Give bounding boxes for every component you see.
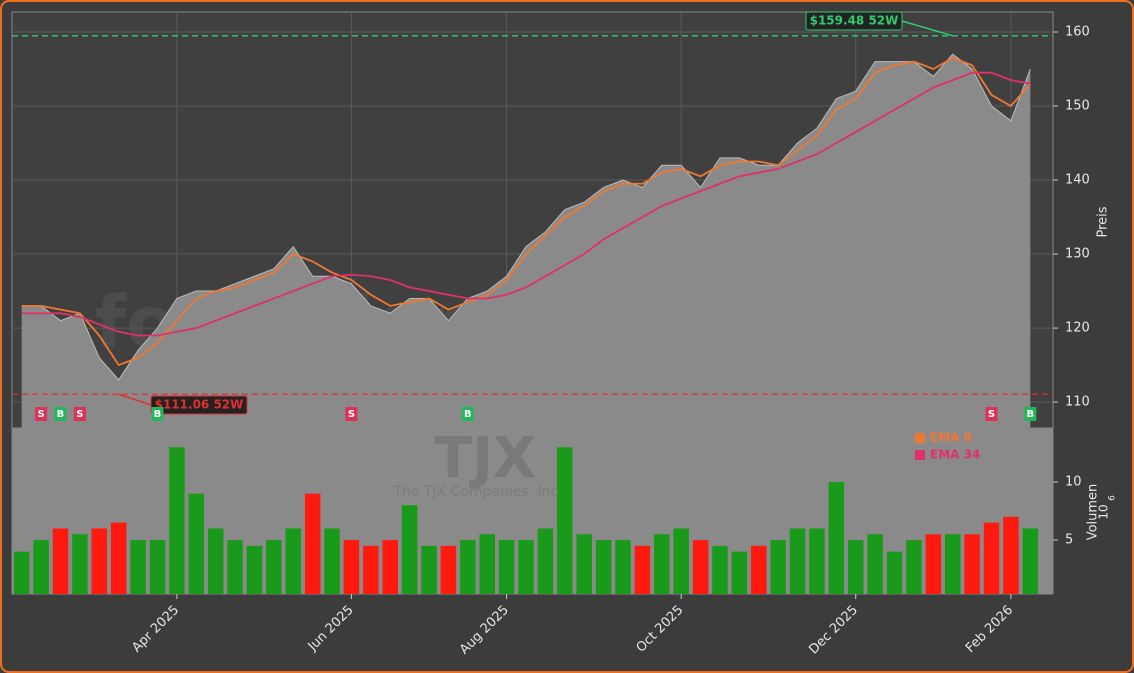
volume-bar xyxy=(13,551,30,594)
volume-bar xyxy=(1022,528,1039,594)
volume-bar xyxy=(828,482,845,594)
volume-bar xyxy=(207,528,224,594)
volume-bar xyxy=(654,534,670,594)
company: The TJX Companies, Inc. xyxy=(392,484,562,500)
ema-line xyxy=(21,56,1031,367)
ema-line xyxy=(21,71,1031,337)
volume-bar xyxy=(363,545,379,594)
signal-label: B xyxy=(154,409,162,420)
volume-bar xyxy=(188,493,205,594)
y-tick-label: 120 xyxy=(1065,321,1090,336)
volume-bar xyxy=(731,551,748,594)
low-arrow xyxy=(118,393,152,406)
volume-bar xyxy=(479,534,495,594)
signal-box xyxy=(151,407,164,421)
volume-bar xyxy=(1003,516,1019,594)
volume-bar xyxy=(964,534,980,594)
signal-box xyxy=(73,407,86,421)
volume-bar xyxy=(692,540,709,594)
signal-label: B xyxy=(464,409,472,420)
volume-bar xyxy=(809,528,825,594)
close-area xyxy=(21,54,1031,428)
signal-box xyxy=(461,407,474,421)
volume-bar xyxy=(440,545,457,594)
signal-label: B xyxy=(1026,409,1034,420)
volume-bar xyxy=(343,540,360,594)
volume-tick-label: 5 xyxy=(1065,533,1073,548)
low-box xyxy=(150,395,248,415)
volume-bar xyxy=(149,540,166,594)
volume-bar xyxy=(847,540,864,594)
y-tick-label: 150 xyxy=(1065,99,1090,114)
volume-bar xyxy=(537,528,554,594)
volume-bar xyxy=(770,540,786,594)
high-box xyxy=(805,11,903,31)
y-tick-label: 110 xyxy=(1065,395,1090,410)
legend-label: EMA 34 xyxy=(930,448,980,462)
y-tick-label: 130 xyxy=(1065,247,1090,262)
y-tick-label: 160 xyxy=(1065,24,1090,39)
volume-bar xyxy=(595,540,612,594)
volume-bar xyxy=(750,545,767,594)
volume-bar xyxy=(673,528,689,594)
volume-bar xyxy=(130,540,146,594)
volume-bar xyxy=(615,540,631,594)
signal-label: B xyxy=(57,409,65,420)
volume-bar xyxy=(266,540,282,594)
y-tick-label: 140 xyxy=(1065,173,1090,188)
volume-bar xyxy=(634,545,651,594)
volume-bar xyxy=(110,522,127,594)
volume-bar xyxy=(557,447,573,594)
volume-bar xyxy=(72,534,88,594)
legend-swatch xyxy=(915,450,925,460)
volume-scale: 10 xyxy=(1097,504,1111,519)
volume-scale-exp: 6 xyxy=(1108,495,1118,501)
ticker: TJX xyxy=(434,426,536,491)
volume-bar xyxy=(886,551,903,594)
volume-bar xyxy=(52,528,69,594)
volume-bar xyxy=(421,545,437,594)
volume-bar xyxy=(925,534,942,594)
low-label: $111.06 52W xyxy=(155,398,244,412)
volume-bar xyxy=(227,540,243,594)
signal-label: S xyxy=(37,409,44,420)
signal-box xyxy=(35,407,48,421)
volume-bar xyxy=(983,522,1000,594)
volume-bar xyxy=(304,493,321,594)
volume-bar xyxy=(712,545,728,594)
signal-box xyxy=(1024,407,1037,421)
volume-bar xyxy=(789,528,806,594)
signal-label: S xyxy=(76,409,83,420)
volume-bar xyxy=(518,540,534,594)
high-label: $159.48 52W xyxy=(810,14,899,28)
signal-label: S xyxy=(348,409,355,420)
y-label: Preis xyxy=(1096,206,1111,237)
volume-bar xyxy=(944,534,961,594)
volume-bar xyxy=(33,540,49,594)
volume-label: Volumen xyxy=(1086,484,1101,541)
volume-bar xyxy=(576,534,592,594)
signal-box xyxy=(345,407,358,421)
volume-bar xyxy=(906,540,922,594)
volume-bar xyxy=(91,528,108,594)
close-line xyxy=(21,53,1031,381)
volume-bar xyxy=(324,528,340,594)
signal-box xyxy=(985,407,998,421)
high-arrow xyxy=(901,20,953,37)
volume-bar xyxy=(246,545,263,594)
volume-bar xyxy=(498,540,515,594)
volume-bar xyxy=(460,540,476,594)
volume-tick-label: 10 xyxy=(1065,475,1082,490)
volume-bar xyxy=(401,505,418,594)
volume-bar xyxy=(169,447,185,594)
legend-label: EMA 8 xyxy=(930,431,972,445)
volume-bar xyxy=(285,528,302,594)
volume-bar xyxy=(867,534,883,594)
signal-box xyxy=(54,407,67,421)
signal-label: S xyxy=(988,409,995,420)
volume-bar xyxy=(382,540,398,594)
legend-swatch xyxy=(915,433,925,443)
